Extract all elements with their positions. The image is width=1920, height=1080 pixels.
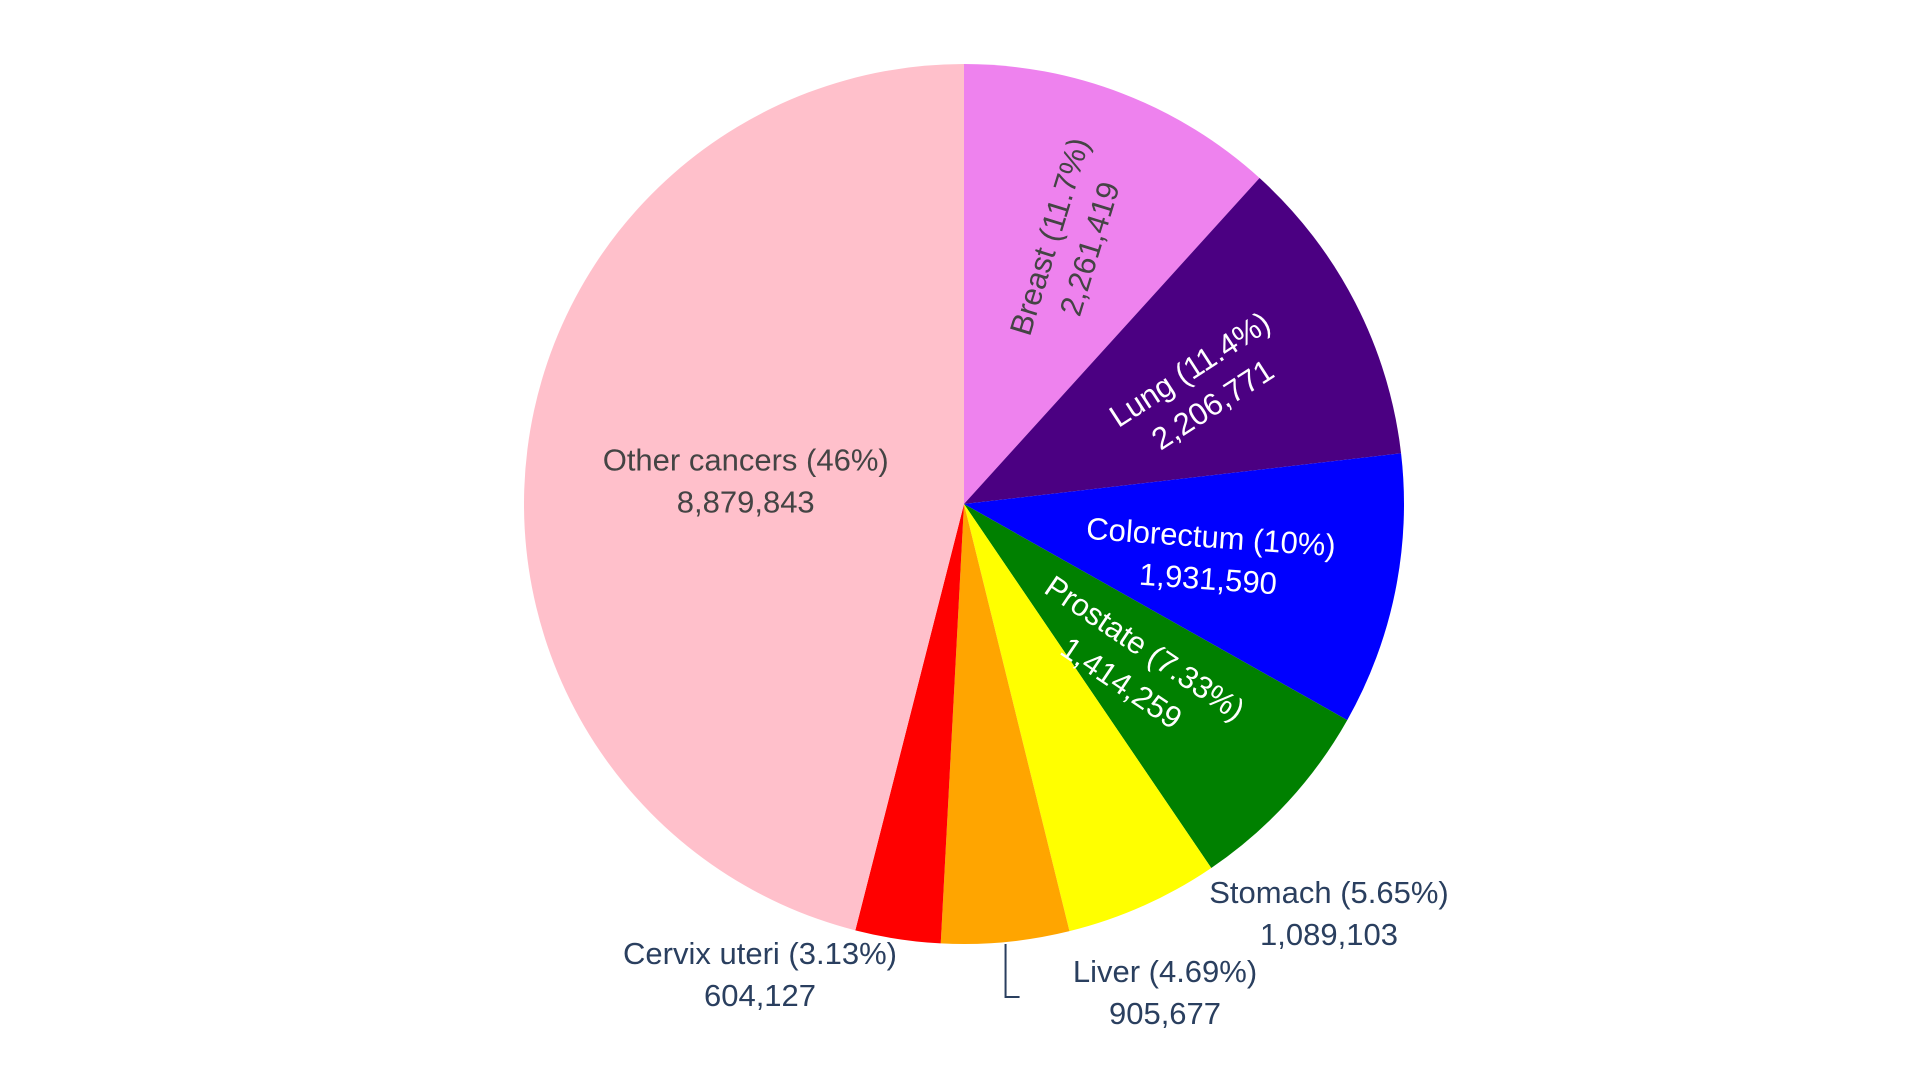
pie-slice-breast[interactable] <box>964 64 1260 504</box>
pie-slice-cervix-uteri[interactable] <box>855 504 964 944</box>
slice-label-liver: Liver (4.69%) 905,677 <box>1073 954 1257 1031</box>
slice-label-stomach: Stomach (5.65%) 1,089,103 <box>1209 875 1449 952</box>
pie-slices <box>524 64 1404 944</box>
pie-slice-liver[interactable] <box>940 504 1070 944</box>
slice-label-other-cancers: Other cancers (46%) 8,879,843 <box>603 443 889 520</box>
pie-slice-colorectum[interactable] <box>964 453 1404 721</box>
pie-slice-lung[interactable] <box>964 178 1402 504</box>
leader-line-liver <box>1004 944 1020 999</box>
pie-slice-other-cancers[interactable] <box>524 64 964 931</box>
pie-slice-stomach[interactable] <box>964 504 1212 932</box>
pie-slice-prostate[interactable] <box>964 504 1348 868</box>
slice-label-cervix-uteri: Cervix uteri (3.13%) 604,127 <box>623 936 897 1013</box>
